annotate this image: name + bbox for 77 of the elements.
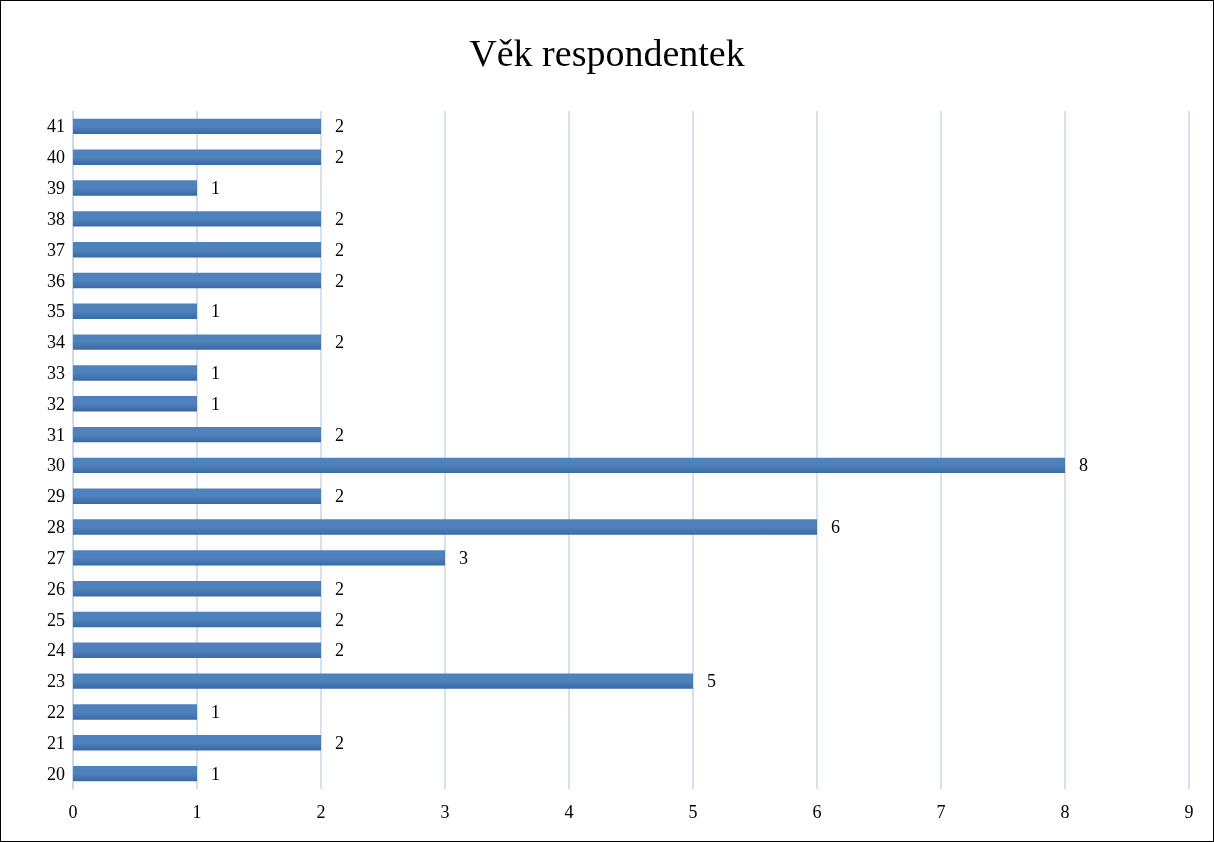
bar [73, 673, 693, 689]
data-label: 2 [335, 270, 344, 291]
data-label: 2 [335, 578, 344, 599]
y-tick-label: 23 [47, 671, 65, 692]
bar [73, 611, 321, 628]
bar [73, 642, 321, 659]
data-label: 2 [335, 239, 344, 260]
bar [73, 704, 197, 720]
bar [73, 241, 321, 258]
data-label: 1 [211, 763, 220, 784]
data-label: 2 [335, 424, 344, 445]
bar [73, 426, 321, 443]
y-tick-label: 41 [47, 116, 65, 137]
data-label: 2 [335, 332, 344, 353]
y-tick-label: 29 [47, 486, 65, 507]
bar [73, 519, 817, 535]
y-tick-label: 34 [47, 332, 65, 353]
y-tick-label: 22 [47, 701, 65, 722]
x-tick-label: 8 [1060, 802, 1070, 822]
data-label: 1 [211, 362, 220, 383]
y-tick-label: 37 [47, 239, 65, 260]
y-tick-label: 38 [47, 208, 65, 229]
bar [73, 118, 321, 135]
data-label: 6 [831, 517, 840, 538]
data-label: 1 [211, 701, 220, 722]
x-tick-label: 4 [564, 802, 574, 822]
bar [73, 580, 321, 597]
y-tick-label: 25 [47, 609, 65, 630]
x-tick-label: 1 [192, 802, 202, 822]
x-tick-label: 9 [1184, 802, 1194, 822]
y-tick-label: 35 [47, 301, 65, 322]
y-tick-label: 32 [47, 393, 65, 414]
bar [73, 149, 321, 165]
bar [73, 211, 321, 227]
data-label: 2 [335, 147, 344, 168]
x-tick-label: 2 [316, 802, 326, 822]
y-tick-label: 30 [47, 455, 65, 476]
bar [73, 550, 445, 566]
y-tick-label: 24 [47, 640, 65, 661]
data-label: 1 [211, 393, 220, 414]
y-tick-label: 20 [47, 763, 65, 784]
bar [73, 272, 321, 289]
x-tick-label: 7 [936, 802, 946, 822]
data-label: 5 [707, 671, 716, 692]
y-tick-label: 31 [47, 424, 65, 445]
bar [73, 735, 321, 751]
bar [73, 396, 197, 412]
bar [73, 365, 197, 381]
y-tick-label: 21 [47, 732, 65, 753]
bar [73, 457, 1065, 474]
chart-title: Věk respondentek [469, 32, 745, 74]
data-label: 8 [1079, 455, 1088, 476]
data-label: 2 [335, 609, 344, 630]
data-label: 1 [211, 301, 220, 322]
x-tick-label: 6 [812, 802, 822, 822]
y-tick-label: 33 [47, 362, 65, 383]
data-label: 1 [211, 178, 220, 199]
data-label: 2 [335, 486, 344, 507]
data-label: 2 [335, 208, 344, 229]
y-tick-label: 40 [47, 147, 65, 168]
data-label: 2 [335, 116, 344, 137]
y-tick-label: 36 [47, 270, 65, 291]
x-tick-label: 5 [688, 802, 698, 822]
y-tick-label: 27 [47, 547, 65, 568]
bar [73, 180, 197, 196]
bar [73, 488, 321, 504]
bar [73, 334, 321, 350]
data-label: 3 [459, 547, 468, 568]
y-tick-label: 26 [47, 578, 65, 599]
data-label: 2 [335, 732, 344, 753]
y-tick-label: 28 [47, 517, 65, 538]
bar [73, 303, 197, 320]
x-tick-label: 0 [68, 802, 78, 822]
data-label: 2 [335, 640, 344, 661]
x-tick-label: 3 [440, 802, 450, 822]
y-tick-label: 39 [47, 178, 65, 199]
bar [73, 765, 197, 782]
